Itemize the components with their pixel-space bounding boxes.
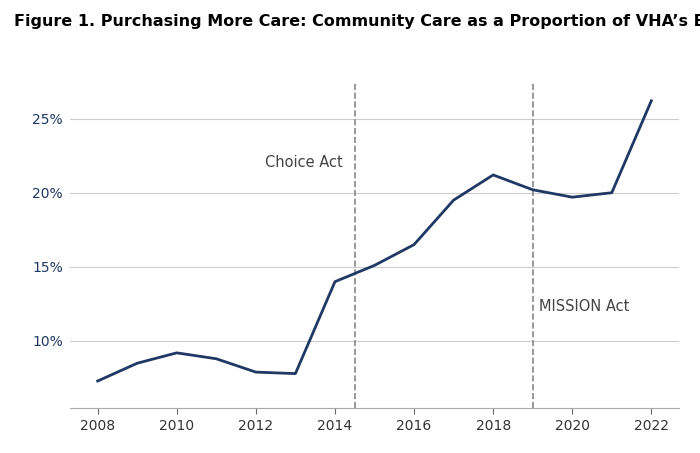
Text: Choice Act: Choice Act xyxy=(265,155,343,170)
Text: MISSION Act: MISSION Act xyxy=(538,299,629,314)
Text: Figure 1. Purchasing More Care: Community Care as a Proportion of VHA’s Budget: Figure 1. Purchasing More Care: Communit… xyxy=(14,14,700,29)
